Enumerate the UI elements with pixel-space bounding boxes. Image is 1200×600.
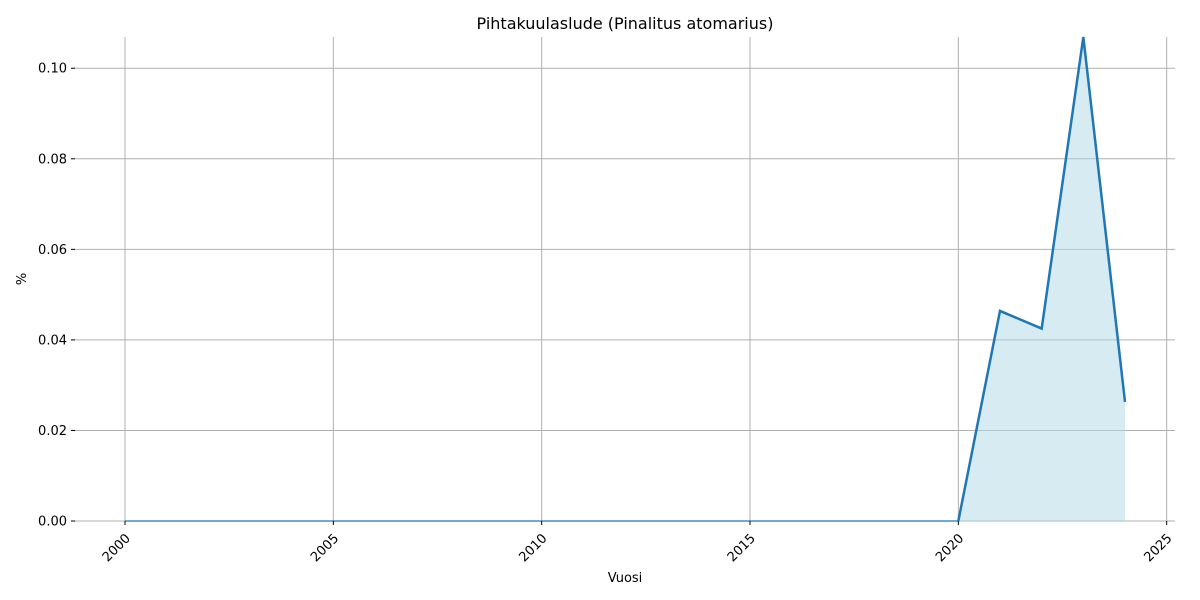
y-axis-label: % (15, 273, 30, 285)
y-tick-label: 0.02 (38, 424, 67, 439)
x-tick-label: 2025 (1141, 531, 1175, 565)
y-tick-label: 0.00 (38, 515, 67, 530)
series-polyline (957, 36, 1127, 522)
area-fill (125, 37, 1125, 521)
y-tick-label: 0.06 (38, 243, 67, 258)
chart-title: Pihtakuulaslude (Pinalitus atomarius) (477, 14, 774, 33)
y-axis: 0.00 0.02 0.04 0.06 0.08 0.10 (38, 62, 75, 530)
x-tick-label: 2005 (308, 531, 342, 565)
x-tick-label: 2020 (933, 531, 967, 565)
x-tick-label: 2000 (100, 531, 134, 565)
x-axis: 2000 2005 2010 2015 2020 2025 (100, 521, 1175, 565)
y-tick-label: 0.08 (38, 152, 67, 167)
y-tick-label: 0.04 (38, 333, 67, 348)
area-polygon (125, 37, 1125, 521)
x-tick-label: 2010 (516, 531, 550, 565)
y-tick-label: 0.10 (38, 62, 67, 77)
x-tick-label: 2015 (725, 531, 759, 565)
x-axis-label: Vuosi (608, 571, 643, 586)
